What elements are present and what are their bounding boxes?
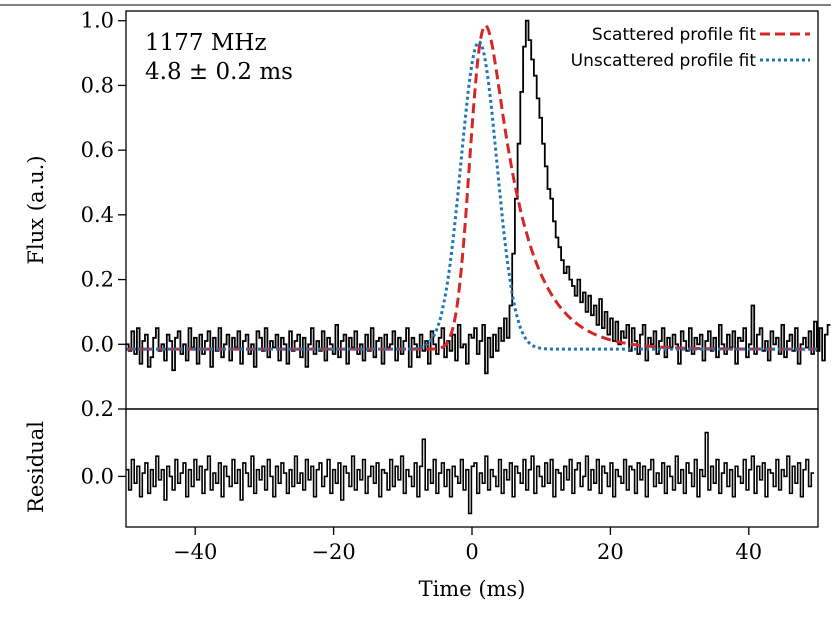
residual-y-tick-label: 0.2 [81, 397, 114, 421]
residual-y-ticks: 0.0 0.2 [81, 397, 126, 488]
residual-plot-area [126, 431, 814, 515]
flux-data-steps [126, 19, 831, 375]
time-x-tick-label: 0 [465, 540, 478, 564]
flux-y-tick-label: 0.8 [81, 73, 114, 97]
legend-label-scattered: Scattered profile fit [592, 25, 756, 45]
scattered-fit-line [126, 23, 818, 351]
flux-y-tick-label: 0.6 [81, 138, 114, 162]
time-x-tick-label: −20 [311, 540, 355, 564]
time-x-ticks: −40 −20 0 20 40 [173, 527, 762, 564]
residual-y-tick-label: 0.0 [81, 464, 114, 488]
residual-ylabel: Residual [24, 421, 48, 513]
legend-label-unscattered: Unscattered profile fit [571, 51, 757, 71]
frequency-annotation: 1177 MHz [145, 30, 267, 56]
flux-y-tick-label: 0.2 [81, 268, 114, 292]
residual-steps [126, 431, 814, 515]
residual-panel: 0.0 0.2 −40 −20 0 20 40 Residual Time (ms) [24, 397, 819, 601]
flux-y-tick-label: 0.0 [81, 332, 114, 356]
unscattered-fit-line [126, 39, 818, 351]
time-x-tick-label: 40 [735, 540, 762, 564]
flux-ylabel: Flux (a.u.) [24, 155, 48, 264]
time-x-tick-label: −40 [173, 540, 217, 564]
flux-panel: 0.00.20.40.60.81.0 Flux (a.u.) 1177 MHz … [24, 9, 831, 410]
flux-y-tick-label: 0.4 [81, 203, 114, 227]
legend: Scattered profile fit Unscattered profil… [571, 25, 810, 71]
time-xlabel: Time (ms) [419, 577, 526, 601]
flux-y-ticks: 0.0 0.2 0.4 0.6 0.8 1.0 [81, 9, 126, 356]
flux-y-tick-label: 1.0 [81, 9, 114, 33]
scattering-time-annotation: 4.8 ± 0.2 ms [145, 59, 293, 85]
time-x-tick-label: 20 [597, 540, 624, 564]
flux-plot-area [126, 19, 831, 375]
